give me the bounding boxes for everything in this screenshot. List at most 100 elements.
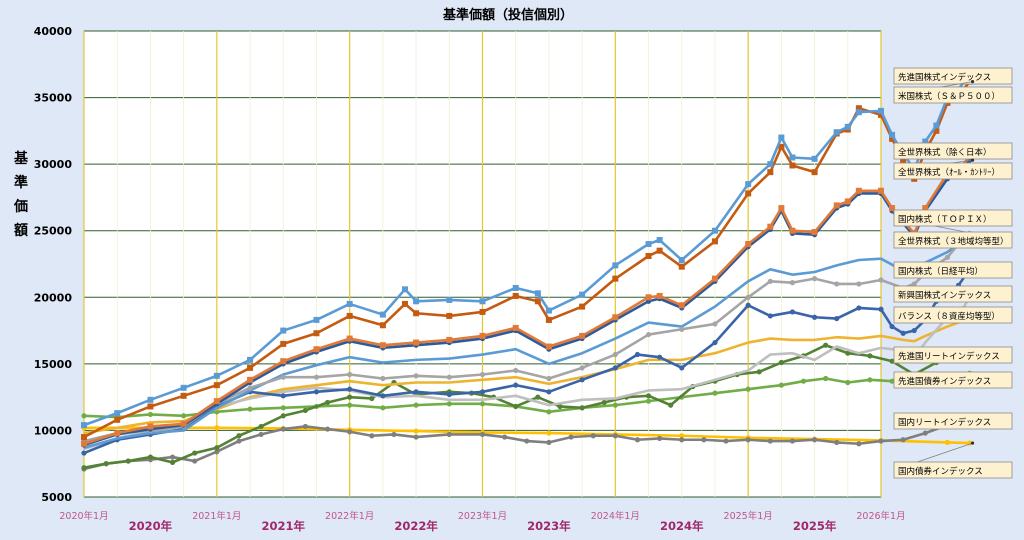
data-point <box>512 292 519 299</box>
data-point <box>679 326 685 332</box>
data-point <box>114 416 121 423</box>
data-point <box>579 291 586 298</box>
data-point <box>612 275 619 282</box>
data-point <box>657 435 663 442</box>
data-point <box>856 281 862 287</box>
year-label: 2021年 <box>261 519 305 533</box>
data-point <box>214 425 220 431</box>
data-point <box>612 433 618 439</box>
data-point <box>889 205 896 212</box>
data-point <box>213 372 220 379</box>
data-point <box>369 395 375 402</box>
data-point <box>313 316 320 323</box>
data-point <box>379 342 386 349</box>
data-point <box>834 315 840 322</box>
data-point <box>402 300 409 307</box>
legend-label: 国内リートインデックス <box>898 417 991 428</box>
data-point <box>911 327 917 334</box>
data-point <box>236 438 242 444</box>
data-point <box>247 385 253 391</box>
data-point <box>347 402 353 408</box>
legend-label: 先進国株式インデックス <box>898 72 991 83</box>
data-point <box>280 327 287 334</box>
data-point <box>81 413 87 419</box>
data-point <box>346 300 353 307</box>
data-point <box>346 312 353 319</box>
data-point <box>446 391 452 398</box>
data-point <box>789 162 796 169</box>
data-point <box>634 351 641 358</box>
data-point <box>855 109 862 116</box>
data-point <box>889 378 895 384</box>
data-point <box>479 371 486 378</box>
y-tick-label: 20000 <box>34 291 73 304</box>
data-point <box>313 346 320 353</box>
year-label: 2020年 <box>129 519 173 533</box>
data-point <box>579 332 586 339</box>
data-point <box>711 227 718 234</box>
data-point <box>192 450 198 456</box>
data-point <box>524 438 530 444</box>
data-point <box>81 440 87 447</box>
data-point <box>479 308 486 315</box>
year-label: 2023年 <box>527 519 571 533</box>
data-point <box>192 458 198 464</box>
leader-dot <box>970 441 975 445</box>
data-point <box>645 253 652 260</box>
data-point <box>856 305 862 311</box>
data-point <box>413 373 419 379</box>
x-tick-label: 2023年1月 <box>458 510 507 522</box>
data-point <box>213 398 220 405</box>
data-point <box>833 129 840 136</box>
data-point <box>789 438 796 444</box>
data-point <box>247 364 254 371</box>
data-point <box>745 294 751 300</box>
data-point <box>678 257 685 264</box>
y-tick-label: 10000 <box>34 424 73 437</box>
legend-label: 国内株式（ＴＯＰＩＸ） <box>898 214 992 225</box>
data-point <box>767 223 774 230</box>
legend-box <box>893 261 1013 279</box>
data-point <box>767 313 773 319</box>
data-point <box>180 384 187 391</box>
data-point <box>656 292 663 299</box>
data-point <box>280 413 286 419</box>
data-point <box>247 406 253 412</box>
data-point <box>479 332 486 339</box>
data-point <box>878 306 884 312</box>
data-point <box>922 430 928 436</box>
data-point <box>446 336 453 343</box>
data-point <box>745 437 751 443</box>
legend-box <box>893 461 1013 479</box>
data-point <box>645 241 652 248</box>
data-point <box>402 286 409 293</box>
data-point <box>534 298 541 305</box>
data-point <box>679 433 685 439</box>
data-point <box>446 431 452 438</box>
data-point <box>634 437 641 443</box>
data-point <box>878 438 884 444</box>
data-point <box>767 278 773 284</box>
data-point <box>579 303 586 310</box>
legend-box <box>893 285 1013 303</box>
legend-box <box>893 306 1013 324</box>
legend-label: 新興国株式インデックス <box>898 290 991 301</box>
data-point <box>789 227 796 234</box>
data-point <box>612 402 618 408</box>
data-point <box>258 423 264 430</box>
data-point <box>823 375 829 382</box>
y-tick-label: 40000 <box>34 25 73 38</box>
data-point <box>214 449 220 455</box>
data-point <box>446 296 453 303</box>
data-point <box>844 123 851 130</box>
data-point <box>645 393 652 399</box>
y-axis-title: 基準価額 <box>13 150 29 239</box>
data-point <box>778 143 785 150</box>
data-point <box>867 377 873 383</box>
x-tick-label: 2024年1月 <box>591 510 640 522</box>
x-tick-label: 2026年1月 <box>856 510 905 522</box>
data-point <box>656 237 663 244</box>
data-point <box>247 376 254 383</box>
legend-label: 国内債券インデックス <box>898 466 983 477</box>
data-point <box>347 429 353 435</box>
